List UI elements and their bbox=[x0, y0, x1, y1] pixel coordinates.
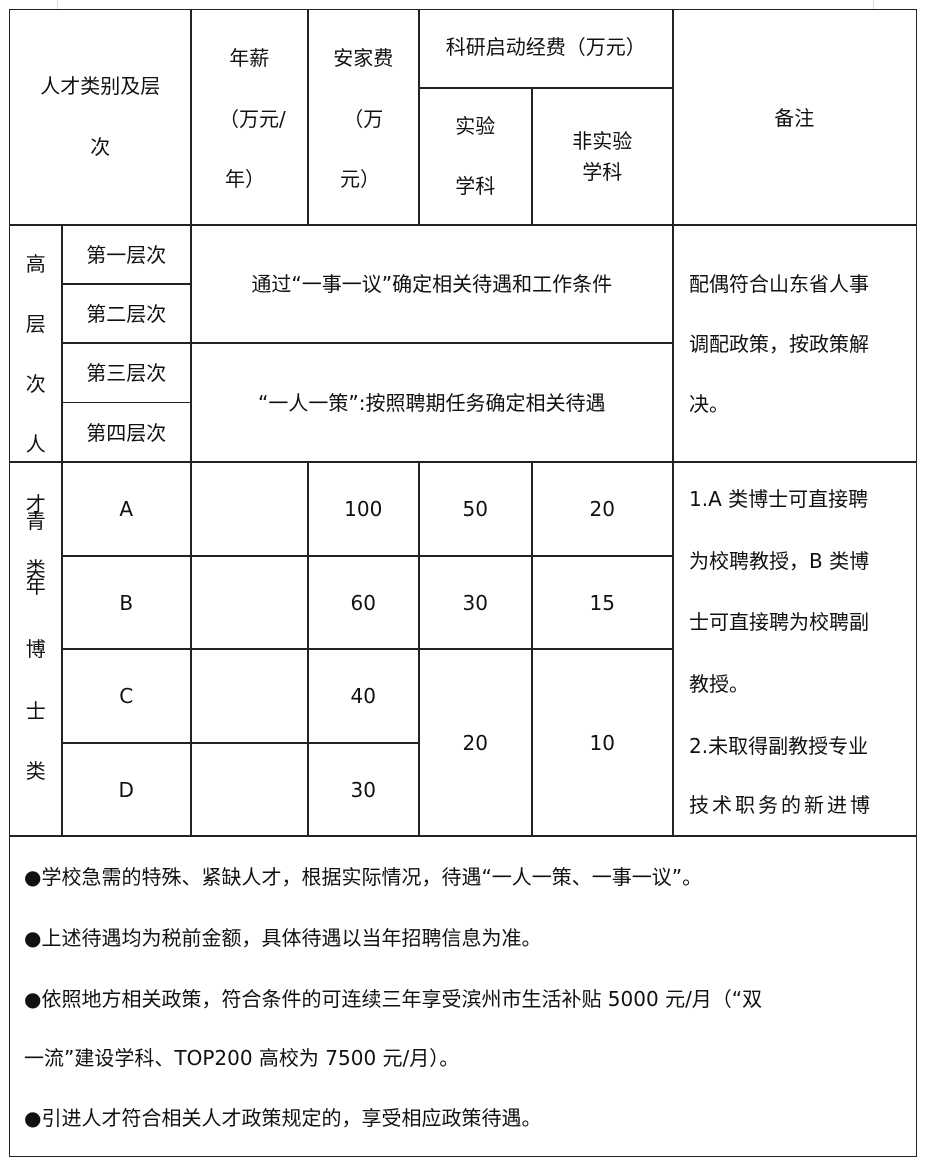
cell-text: 通过“一事一议”确定相关待遇和工作条件 bbox=[251, 272, 613, 296]
lab-fund-cell: 30 bbox=[418, 555, 533, 650]
cell-text: 决。 bbox=[689, 392, 729, 416]
lab-fund-cell: 50 bbox=[418, 461, 533, 557]
header-salary: 年薪 （万元/年） bbox=[190, 9, 309, 226]
salary-cell bbox=[190, 555, 309, 650]
notes-section: ●学校急需的特殊、紧缺人才，根据实际情况，待遇“一人一策、一事一议”。 ●上述待遇… bbox=[9, 835, 917, 1157]
note-line: 一流”建设学科、TOP200 高校为 7500 元/月）。 bbox=[24, 1046, 460, 1070]
cell-text: 次 bbox=[25, 372, 46, 396]
level-1: 第一层次 bbox=[61, 224, 192, 285]
cell-text: 备注 bbox=[774, 106, 815, 130]
cell-text: 50 bbox=[462, 497, 488, 521]
cell-text: 技术职务的新进博 bbox=[689, 793, 873, 817]
cell-text: 30 bbox=[462, 590, 488, 615]
youth-phd-remarks: 1.A 类博士可直接聘 为校聘教授，B 类博 士可直接聘为校聘副 教授。 2.未取得副教… bbox=[672, 461, 917, 837]
grade-D: D bbox=[61, 742, 192, 837]
cell-text: 学科 bbox=[455, 174, 496, 198]
cell-text: 2.未取得副教授专业 bbox=[689, 734, 869, 758]
youth-phd-label: 才青类年博士类 bbox=[9, 461, 63, 837]
header-research-fund: 科研启动经费（万元） bbox=[418, 9, 674, 89]
cell-text: 博 bbox=[25, 637, 46, 661]
header-non-lab: 非实验 学科 bbox=[531, 87, 674, 226]
high-level-remarks: 配偶符合山东省人事 调配政策，按政策解 决。 bbox=[672, 224, 917, 463]
salary-cell bbox=[190, 648, 309, 744]
header-category: 人才类别及层次 bbox=[9, 9, 192, 226]
level-3: 第三层次 bbox=[61, 342, 192, 403]
cell-text: 第一层次 bbox=[86, 243, 167, 267]
note-line: ●引进人才符合相关人才政策规定的，享受相应政策待遇。 bbox=[24, 1106, 542, 1130]
cell-text: 10 bbox=[589, 730, 615, 755]
non-lab-fund-cell: 20 bbox=[531, 461, 674, 557]
policy-level-3-4: “一人一策”:按照聘期任务确定相关待遇 bbox=[190, 342, 674, 463]
high-level-label: 高层次人 bbox=[9, 224, 63, 463]
note-line: ●依照地方相关政策，符合条件的可连续三年享受滨州市生活补贴 5000 元/月（“… bbox=[24, 987, 763, 1011]
divider bbox=[873, 0, 874, 9]
cell-text: 30 bbox=[350, 777, 376, 802]
settlement-cell: 100 bbox=[307, 461, 420, 557]
cell-text: 次 bbox=[90, 135, 111, 159]
cell-text: 100 bbox=[344, 497, 383, 521]
grade-C: C bbox=[61, 648, 192, 744]
salary-cell bbox=[190, 742, 309, 837]
cell-text: 第三层次 bbox=[86, 361, 167, 385]
non-lab-fund-cell: 15 bbox=[531, 555, 674, 650]
cell-text: 调配政策，按政策解 bbox=[689, 332, 869, 356]
cell-text: 层 bbox=[25, 312, 46, 336]
cell-text: 非实验 bbox=[572, 129, 633, 153]
cell-text: 配偶符合山东省人事 bbox=[689, 272, 869, 296]
cell-text: 高 bbox=[25, 252, 46, 276]
cell-text: 60 bbox=[350, 590, 376, 615]
cell-text: 年） bbox=[225, 167, 265, 191]
cell-text: 元） bbox=[340, 167, 380, 191]
cell-text: 第二层次 bbox=[86, 302, 167, 326]
lab-fund-cell: 20 bbox=[418, 648, 533, 837]
cell-text: 才 bbox=[25, 492, 46, 516]
header-lab: 实验 学科 bbox=[418, 87, 533, 226]
cell-text: A bbox=[119, 497, 134, 521]
cell-text: 安家费 bbox=[333, 46, 394, 70]
non-lab-fund-cell: 10 bbox=[531, 648, 674, 837]
grade-A: A bbox=[61, 461, 192, 557]
cell-text: 教授。 bbox=[689, 672, 749, 696]
cell-text: 类 bbox=[25, 557, 46, 581]
settlement-cell: 30 bbox=[307, 742, 420, 837]
cell-text: 人 bbox=[25, 432, 46, 456]
cell-text: 40 bbox=[350, 684, 376, 708]
cell-text: （万元/ bbox=[219, 107, 286, 131]
cell-text: 类 bbox=[25, 759, 46, 783]
cell-text: 为校聘教授，B 类博 bbox=[689, 549, 870, 573]
cell-text: 学科 bbox=[582, 160, 623, 184]
header-settlement: 安家费 （万元） bbox=[307, 9, 420, 226]
cell-text: 20 bbox=[462, 730, 488, 755]
cell-text: C bbox=[119, 684, 134, 708]
cell-text: （万 bbox=[343, 107, 384, 131]
cell-text: 人才类别及层 bbox=[40, 74, 161, 98]
cell-text: 年薪 bbox=[229, 46, 270, 70]
cell-text: 士可直接聘为校聘副 bbox=[689, 610, 869, 634]
level-4: 第四层次 bbox=[61, 402, 192, 463]
header-remarks: 备注 bbox=[672, 9, 917, 226]
level-2: 第二层次 bbox=[61, 283, 192, 344]
cell-text: 年 bbox=[25, 574, 46, 598]
cell-text: D bbox=[118, 777, 134, 802]
cell-text: 士 bbox=[25, 699, 46, 723]
settlement-cell: 40 bbox=[307, 648, 420, 744]
cell-text: 科研启动经费（万元） bbox=[445, 35, 646, 59]
cell-text: 15 bbox=[589, 590, 615, 615]
note-line: ●学校急需的特殊、紧缺人才，根据实际情况，待遇“一人一策、一事一议”。 bbox=[24, 865, 703, 889]
note-line: ●上述待遇均为税前金额，具体待遇以当年招聘信息为准。 bbox=[24, 926, 542, 950]
cell-text: “一人一策”:按照聘期任务确定相关待遇 bbox=[258, 391, 606, 415]
grade-B: B bbox=[61, 555, 192, 650]
divider bbox=[57, 0, 58, 9]
cell-text: 青 bbox=[25, 509, 46, 533]
settlement-cell: 60 bbox=[307, 555, 420, 650]
cell-text: 20 bbox=[589, 497, 615, 521]
cell-text: 1.A 类博士可直接聘 bbox=[689, 487, 869, 511]
salary-cell bbox=[190, 461, 309, 557]
cell-text: 实验 bbox=[455, 114, 496, 138]
policy-level-1-2: 通过“一事一议”确定相关待遇和工作条件 bbox=[190, 224, 674, 344]
cell-text: 第四层次 bbox=[86, 421, 167, 445]
cell-text: B bbox=[119, 590, 134, 615]
